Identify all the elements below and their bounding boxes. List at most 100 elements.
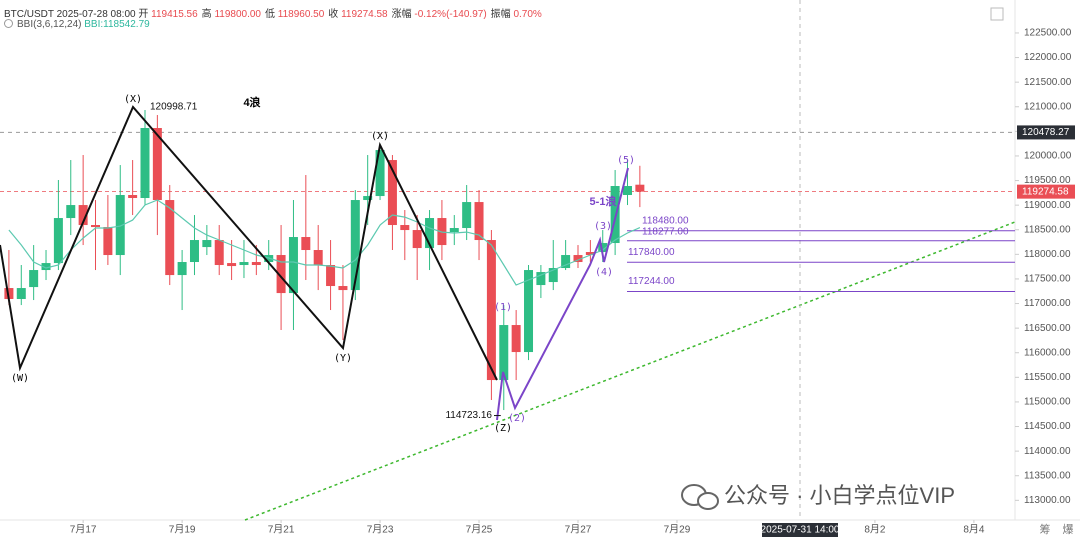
field-value: 119415.56 [151,9,198,20]
field-label: 低 [264,9,275,20]
x-tick-label: 7月23 [367,524,394,536]
candle-body [350,200,360,291]
field-value: 118960.50 [277,9,325,20]
candle-body [301,237,311,251]
candle-body [536,272,546,286]
y-tick-label: 114500.00 [1024,421,1071,432]
last-price-tag [1017,184,1075,199]
field-value: -0.12%(-140.97) [414,9,487,20]
candle-body [573,255,583,263]
level-label: 118480.00 [642,215,689,226]
candle-body [165,200,175,276]
field-label: 振幅 [490,9,511,20]
bar-time: 2025-07-28 08:00 [56,9,136,20]
field-label: 开 [138,9,149,20]
footer-icon[interactable]: 筹 [1040,522,1051,536]
candle-body [66,205,76,219]
candle-body [326,265,336,287]
watermark-logo [681,484,719,510]
wave-line [0,105,498,381]
footer-icon[interactable]: 爆 [1063,522,1074,536]
candle-body [202,240,212,248]
y-tick-label: 116500.00 [1024,323,1071,334]
wave-label: (1) [494,302,512,313]
wave-label: (X) [124,94,142,105]
wave-label: (3) [594,221,612,232]
indicator-toggle[interactable] [4,19,13,28]
wave-label: (W) [11,373,29,384]
candle-body [140,128,150,199]
candle-body [103,227,113,256]
field-value: 119800.00 [214,9,261,20]
y-tick-label: 121500.00 [1024,77,1072,88]
candle-body [375,150,385,197]
wave-note: 5-1浪 [590,194,617,208]
field-value: 0.70% [513,9,542,20]
candle-body [128,195,138,199]
candle-body [635,184,645,192]
y-tick-label: 118500.00 [1024,224,1071,235]
candle-body [474,202,484,241]
wave-label: (Z) [494,423,512,434]
candle-body [251,262,261,266]
candle-body [91,225,101,228]
y-tick-label: 119000.00 [1024,200,1071,211]
x-tick-label: 7月27 [565,524,592,536]
candle-body [227,263,237,267]
y-tick-label: 114000.00 [1024,446,1071,457]
candle-body [115,195,125,256]
crosshair-price-tag [1017,125,1075,140]
candle-body [189,240,199,263]
level-label: 118277.00 [642,226,689,237]
candle-body [548,268,558,283]
y-tick-label: 117000.00 [1024,298,1071,309]
x-tick-label: 7月19 [169,524,196,536]
candle-body [585,252,595,256]
bbi-line [8,199,641,286]
candle-body [486,240,496,381]
indicator-name: BBI(3,6,12,24) [17,19,82,30]
level-label: 117244.00 [628,276,675,287]
y-tick-label: 113000.00 [1024,495,1071,506]
candle-body [177,262,187,276]
crosshair-time: 2025-07-31 14:00 [761,525,840,536]
field-label: 收 [328,9,339,20]
y-tick-label: 122500.00 [1024,28,1072,39]
symbol: BTC/USDT [4,9,54,20]
sub-wave-line [496,167,629,421]
candle-body [462,202,472,229]
wave-label: (4) [595,267,613,278]
candle-body [29,270,39,288]
candle-body [449,228,459,233]
candle-body [363,196,373,201]
y-tick-label: 119500.00 [1024,175,1071,186]
x-tick-label: 7月25 [466,524,493,536]
candle-body [276,255,286,294]
candle-body [4,288,14,300]
wave-label: (Y) [334,353,352,364]
candle-body [499,325,509,381]
candle-body [400,225,410,231]
y-tick-label: 120000.00 [1024,151,1072,162]
trend-line [244,221,1016,521]
ohlc-header: BTC/USDT 2025-07-28 08:00 开 119415.56 高 1… [4,5,546,20]
wave-note: 4浪 [243,95,260,109]
x-tick-label: 8月2 [864,524,886,536]
watermark: 公众号 · 小白学点位VIP [724,483,955,508]
crosshair-price: 120478.27 [1022,127,1070,138]
candle-body [239,262,249,266]
candle-body [412,230,422,249]
y-tick-label: 113500.00 [1024,470,1071,481]
x-tick-label: 7月17 [70,524,97,536]
settings-icon[interactable] [990,7,1004,21]
x-tick-label: 7月29 [664,524,691,536]
candle-body [425,218,435,249]
y-tick-label: 115000.00 [1024,397,1071,408]
y-tick-label: 121000.00 [1024,101,1072,112]
point-label: 120998.71 [150,101,198,112]
candle-body [524,270,534,353]
candle-body [561,255,571,269]
candle-body [598,243,608,253]
y-tick-label: 115500.00 [1024,372,1071,383]
candle-body [41,263,51,271]
